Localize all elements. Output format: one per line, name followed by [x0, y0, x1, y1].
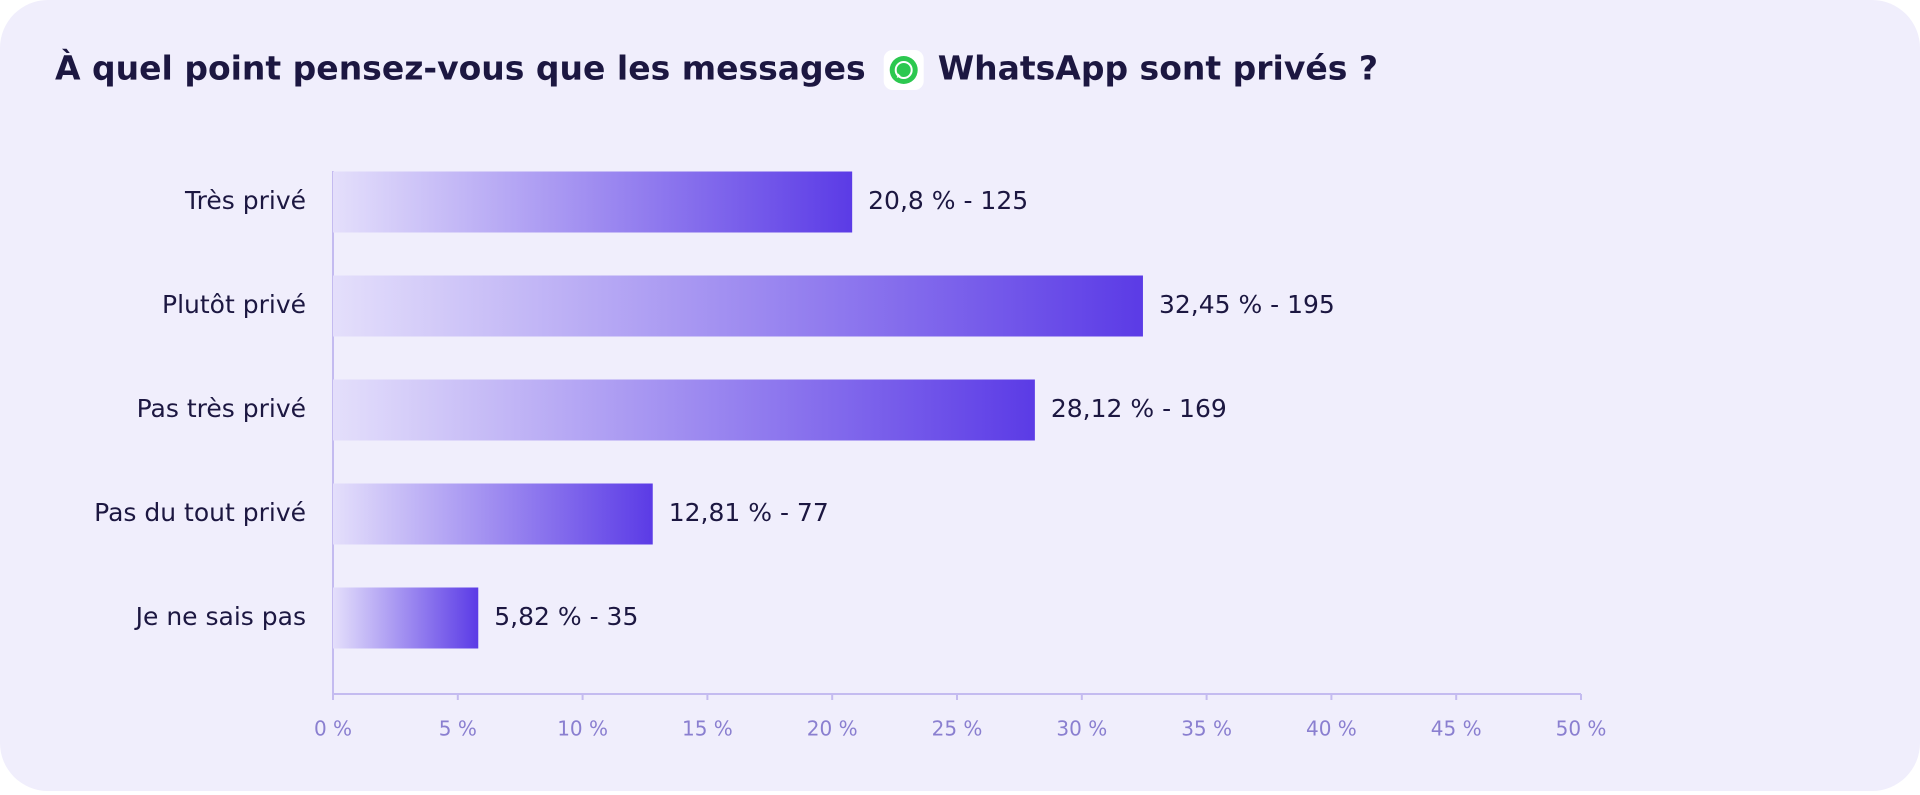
whatsapp-icon — [883, 50, 924, 90]
x-tick-label: 45 % — [1431, 717, 1482, 741]
x-tick-label: 15 % — [682, 717, 733, 741]
x-tick-label: 20 % — [807, 717, 858, 741]
value-label: 28,12 % - 169 — [1051, 394, 1227, 423]
chart-title: À quel point pensez-vous que les message… — [55, 48, 866, 88]
value-label: 12,81 % - 77 — [669, 498, 829, 527]
bar — [333, 275, 1143, 337]
chart-title: WhatsApp sont privés ? — [938, 49, 1378, 88]
x-tick-label: 5 % — [439, 717, 477, 741]
category-label: Pas du tout privé — [94, 498, 306, 527]
x-tick-label: 25 % — [932, 717, 983, 741]
category-label: Très privé — [184, 186, 306, 215]
bar — [333, 483, 653, 545]
bar — [333, 379, 1035, 441]
x-tick-label: 10 % — [557, 717, 608, 741]
x-tick-label: 0 % — [314, 717, 352, 741]
category-label: Plutôt privé — [162, 290, 306, 319]
x-tick-label: 50 % — [1556, 717, 1607, 741]
category-label: Pas très privé — [137, 394, 306, 423]
value-label: 5,82 % - 35 — [494, 602, 638, 631]
x-tick-label: 35 % — [1181, 717, 1232, 741]
category-label: Je ne sais pas — [134, 602, 306, 631]
bar — [333, 587, 479, 649]
value-label: 20,8 % - 125 — [868, 186, 1028, 215]
x-tick-label: 30 % — [1056, 717, 1107, 741]
bar — [333, 171, 853, 233]
value-label: 32,45 % - 195 — [1159, 290, 1335, 319]
x-tick-label: 40 % — [1306, 717, 1357, 741]
